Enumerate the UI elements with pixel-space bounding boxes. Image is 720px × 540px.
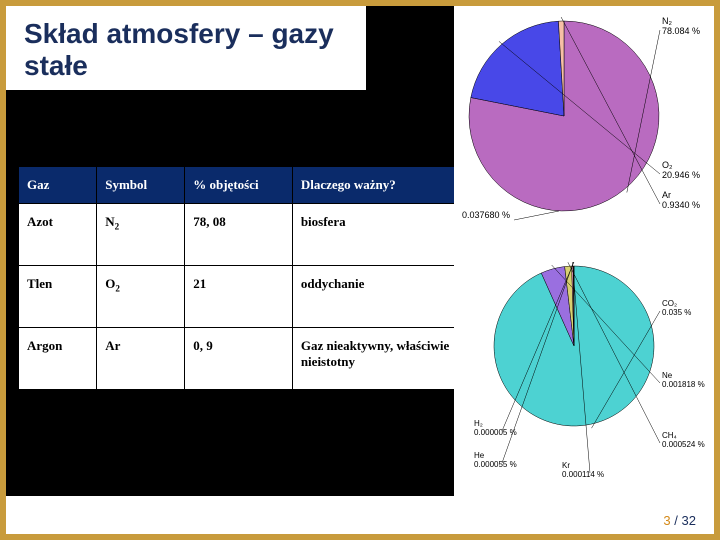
title-bar: Skład atmosfery – gazy stałe (6, 6, 366, 90)
table-row: AzotN278, 08biosfera (19, 204, 508, 266)
pie-label: H₂ (474, 419, 483, 428)
chart-area: N₂78.084 % O₂20.946 % Ar0.9340 % 0.037680 %… (454, 6, 714, 496)
cell-symbol: Ar (97, 328, 185, 390)
cell-gas: Tlen (19, 266, 97, 328)
cell-pct: 21 (185, 266, 293, 328)
cell-gas: Azot (19, 204, 97, 266)
pie-label: O₂ (662, 160, 673, 170)
pie-label: 78.084 % (662, 26, 700, 36)
pie-label: 0.037680 % (462, 210, 510, 220)
table-row: TlenO221oddychanie (19, 266, 508, 328)
pie-label: 0.000524 % (662, 440, 705, 449)
pie-label: N₂ (662, 16, 672, 26)
pie-label: 0.000005 % (474, 428, 517, 437)
cell-pct: 0, 9 (185, 328, 293, 390)
pie-label: Ar (662, 190, 671, 200)
pie-label: 0.035 % (662, 308, 691, 317)
pie-label: Ne (662, 371, 673, 380)
page-current: 3 (663, 513, 670, 528)
pie-label: 0.9340 % (662, 200, 700, 210)
page-number: 3 / 32 (663, 513, 696, 528)
page-total: 32 (682, 513, 696, 528)
table-header-row: Gaz Symbol % objętości Dlaczego ważny? (19, 167, 508, 204)
pie-label: 0.001818 % (662, 380, 705, 389)
cell-pct: 78, 08 (185, 204, 293, 266)
col-symbol: Symbol (97, 167, 185, 204)
gas-table: Gaz Symbol % objętości Dlaczego ważny? A… (18, 166, 508, 390)
page-sep: / (674, 513, 678, 528)
col-gas: Gaz (19, 167, 97, 204)
pie-label: 0.000114 % (562, 470, 604, 479)
col-percent: % objętości (185, 167, 293, 204)
cell-gas: Argon (19, 328, 97, 390)
cell-symbol: O2 (97, 266, 185, 328)
pie-label: He (474, 451, 485, 460)
pie-label: CH₄ (662, 431, 677, 440)
page-title: Skład atmosfery – gazy stałe (24, 18, 348, 82)
pie-label: CO₂ (662, 299, 677, 308)
pie-label: Kr (562, 461, 570, 470)
pie-label: 0.000055 % (474, 460, 517, 469)
cell-symbol: N2 (97, 204, 185, 266)
table-row: ArgonAr0, 9Gaz nieaktywny, właściwie nie… (19, 328, 508, 390)
pie-label: 20.946 % (662, 170, 700, 180)
